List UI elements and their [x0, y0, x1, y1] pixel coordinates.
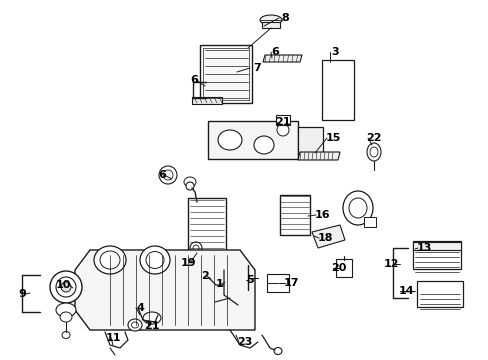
Ellipse shape [218, 130, 242, 150]
Ellipse shape [253, 136, 273, 154]
Bar [280, 195, 309, 235]
Bar [187, 198, 225, 252]
Text: 1: 1 [216, 279, 224, 289]
Text: 23: 23 [237, 337, 252, 347]
Ellipse shape [185, 182, 194, 190]
Bar [412, 241, 460, 269]
Ellipse shape [50, 271, 82, 303]
Text: 7: 7 [253, 63, 260, 73]
Ellipse shape [163, 170, 173, 180]
Text: 4: 4 [136, 303, 143, 313]
Ellipse shape [183, 177, 196, 187]
Ellipse shape [190, 242, 202, 254]
Text: 20: 20 [331, 263, 346, 273]
Polygon shape [75, 250, 254, 330]
Bar [416, 281, 462, 307]
Bar [192, 96, 222, 104]
Text: 6: 6 [190, 75, 198, 85]
Text: 2: 2 [201, 271, 208, 281]
Bar [297, 127, 322, 157]
Text: 11: 11 [105, 333, 121, 343]
Text: 12: 12 [383, 259, 398, 269]
Ellipse shape [61, 282, 71, 292]
Ellipse shape [140, 246, 170, 274]
Ellipse shape [128, 319, 142, 331]
Ellipse shape [348, 198, 366, 218]
Ellipse shape [193, 245, 199, 251]
Bar [200, 45, 251, 103]
Polygon shape [297, 152, 339, 160]
Text: 13: 13 [415, 243, 431, 253]
Ellipse shape [142, 312, 161, 324]
Ellipse shape [369, 147, 377, 157]
Ellipse shape [159, 166, 177, 184]
Text: 22: 22 [366, 133, 381, 143]
Ellipse shape [260, 15, 282, 25]
Text: 9: 9 [18, 289, 26, 299]
Text: 10: 10 [55, 280, 71, 290]
Text: 19: 19 [180, 258, 195, 268]
Ellipse shape [342, 191, 372, 225]
Ellipse shape [276, 124, 288, 136]
Ellipse shape [273, 347, 282, 355]
Bar [321, 60, 353, 120]
Text: 8: 8 [281, 13, 288, 23]
Text: 6: 6 [270, 47, 278, 57]
Ellipse shape [94, 246, 126, 274]
Text: 14: 14 [397, 286, 413, 296]
Text: 5: 5 [245, 275, 253, 285]
Text: 6: 6 [158, 170, 165, 180]
Bar [266, 274, 288, 292]
Ellipse shape [100, 251, 120, 269]
Bar [363, 217, 375, 227]
Text: 21: 21 [275, 117, 290, 127]
Ellipse shape [146, 252, 163, 269]
Text: 15: 15 [325, 133, 340, 143]
Ellipse shape [366, 143, 380, 161]
Bar [262, 22, 280, 28]
Text: 21: 21 [144, 321, 160, 331]
Text: 3: 3 [330, 47, 338, 57]
Polygon shape [412, 242, 460, 250]
Ellipse shape [56, 303, 76, 317]
Bar [207, 121, 297, 159]
Bar [275, 115, 289, 125]
Polygon shape [263, 55, 302, 62]
Ellipse shape [56, 277, 76, 297]
Text: 16: 16 [314, 210, 329, 220]
Text: 17: 17 [283, 278, 298, 288]
Ellipse shape [60, 312, 72, 322]
Text: 18: 18 [317, 233, 332, 243]
Bar [203, 48, 248, 100]
Polygon shape [311, 225, 345, 248]
Ellipse shape [131, 322, 138, 328]
Bar [335, 259, 351, 277]
Ellipse shape [62, 332, 70, 338]
